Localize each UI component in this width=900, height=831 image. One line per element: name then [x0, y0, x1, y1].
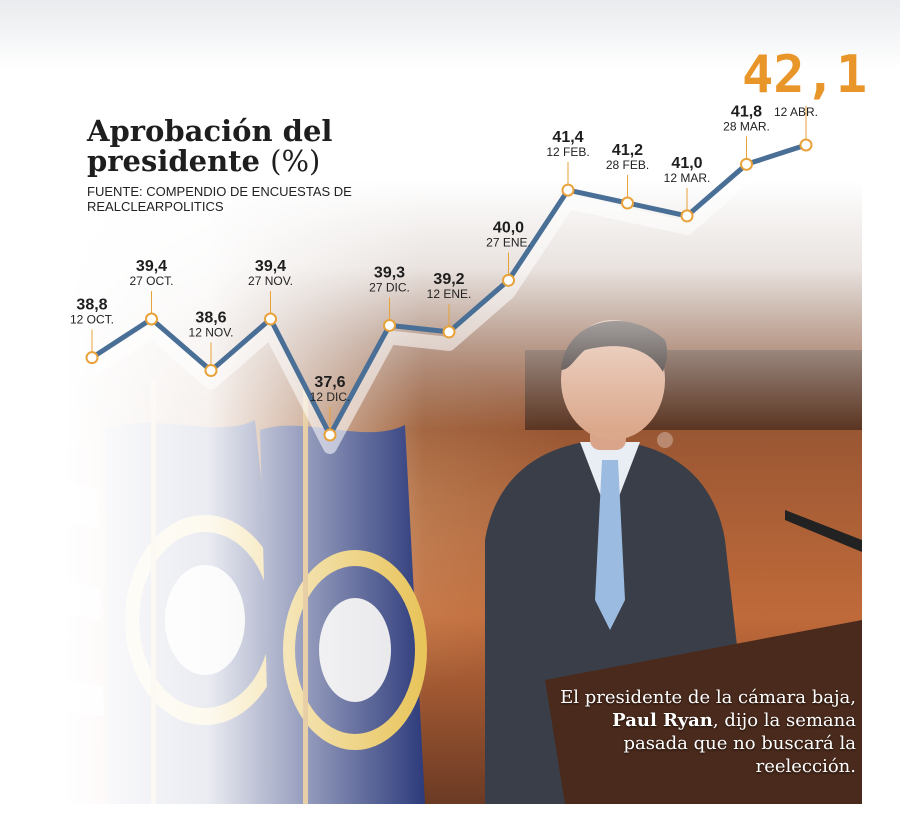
data-point [204, 364, 218, 378]
value-label: 41,0 [671, 155, 702, 172]
value-label: 40,0 [493, 219, 524, 236]
caption-text-after: , dijo la semana pasada que no buscará l… [623, 710, 856, 777]
photo-fade-overlay [65, 180, 862, 804]
value-label: 38,6 [195, 310, 226, 327]
value-label: 39,3 [374, 264, 405, 281]
data-point [561, 183, 575, 197]
data-point [85, 351, 99, 365]
photo-caption: El presidente de la cámara baja, Paul Ry… [556, 686, 856, 778]
value-label: 41,8 [731, 103, 762, 120]
data-point [740, 157, 753, 171]
data-point [680, 209, 694, 223]
chart-title: Aprobación del presidente (%) [87, 116, 347, 176]
value-label: 38,8 [76, 297, 107, 314]
data-point [799, 138, 813, 152]
press-conference-photo [65, 180, 862, 804]
date-label: 12 OCT. [70, 313, 114, 327]
chart-source: FUENTE: COMPENDIO DE ENCUESTAS DE REALCL… [87, 184, 352, 214]
date-label: 28 FEB. [606, 158, 649, 172]
value-label: 39,4 [136, 258, 167, 275]
top-band [0, 0, 900, 70]
date-label: 27 OCT. [129, 274, 173, 288]
data-point [442, 325, 456, 339]
data-point [383, 318, 396, 332]
caption-text-before: El presidente de la cámara baja, [560, 687, 856, 708]
value-label: 39,4 [255, 258, 286, 275]
date-label: 27 ENE. [486, 235, 531, 249]
data-point [621, 196, 634, 210]
value-label: 41,4 [552, 129, 583, 146]
data-point [264, 312, 277, 326]
value-label: 39,2 [433, 271, 464, 288]
caption-name: Paul Ryan [612, 710, 713, 731]
date-label: 12 MAR. [664, 171, 711, 185]
date-label: 28 MAR. [723, 119, 770, 133]
value-label: 37,6 [314, 374, 345, 391]
date-label: 27 NOV. [248, 274, 293, 288]
data-point [502, 273, 515, 287]
date-label: 12 DIC. [310, 390, 351, 404]
chart-title-text: Aprobación del presidente [87, 114, 333, 178]
date-label: 12 ENE. [427, 287, 472, 301]
value-label: 41,2 [612, 142, 643, 159]
data-point [323, 428, 337, 442]
date-label: 12 ABR. [774, 105, 818, 119]
value-label-highlight: 42,1 [742, 45, 867, 105]
chart-title-unit: (%) [270, 144, 321, 178]
data-point [145, 312, 158, 326]
series-line-shadow [88, 150, 809, 454]
date-label: 27 DIC. [369, 280, 410, 294]
date-label: 12 FEB. [546, 145, 589, 159]
date-label: 12 NOV. [189, 326, 234, 340]
